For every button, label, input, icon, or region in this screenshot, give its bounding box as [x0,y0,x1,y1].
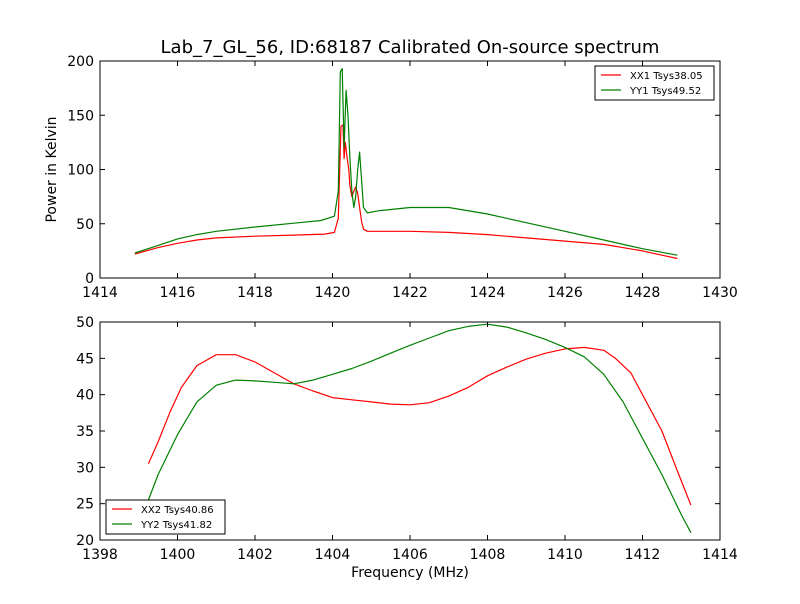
x-tick-label-2-1: 1400 [160,547,196,563]
x-tick-label-2-2: 1402 [237,547,273,563]
series-line-2-2 [147,323,692,533]
x-tick-label-1-1: 1416 [160,285,196,301]
x-tick-label-1-6: 1426 [547,285,583,301]
subplot-2: 1398 1400 1402 1404 1406 1408 1410 1412 1414 20 25… [76,315,738,581]
y-tick-label-2-5: 45 [76,351,94,367]
plots-container: 1414 1416 1418 1420 1422 1424 1426 1428 14300501… [44,54,738,581]
x-tick-label-1-7: 1428 [625,285,661,301]
x-tick-label-2-6: 1410 [547,547,583,563]
y-tick-label-2-1: 25 [76,497,94,513]
x-tick-label-2-3: 1404 [315,547,351,563]
y-tick-label-2-3: 35 [76,424,94,440]
x-tick-label-2-7: 1412 [625,547,661,563]
y-tick-label-2-6: 50 [76,315,94,331]
legend-label-1-2: YY1 Tsys49.52 [629,86,701,97]
legend-label-1-1: XX1 Tsys38.05 [630,71,703,82]
legend-label-2-1: XX2 Tsys40.86 [141,505,214,516]
y-tick-label-2-0: 20 [76,533,94,549]
y-tick-label-1-4: 200 [67,54,94,70]
legend-box-2 [105,499,226,535]
legend-1: XX1 Tsys38.05 YY1 Tsys49.52 [594,65,715,101]
x-tick-label-1-3: 1420 [315,285,351,301]
y-axis-label-1: Power in Kelvin [44,116,60,222]
x-tick-label-1-5: 1424 [470,285,506,301]
y-tick-label-1-1: 50 [76,217,94,233]
subplot-1: 1414 1416 1418 1420 1422 1424 1426 1428 1430 0 50 1… [44,54,738,301]
legend-2: XX2 Tsys40.86 YY2 Tsys41.82 [105,499,226,535]
x-tick-label-1-2: 1418 [237,285,273,301]
x-tick-label-1-8: 1430 [702,285,738,301]
legend-label-2-2: YY2 Tsys41.82 [140,520,212,531]
x-tick-label-1-0: 1414 [82,285,118,301]
x-tick-label-2-0: 1398 [82,547,118,563]
series-line-1-2 [134,67,678,256]
y-tick-label-2-2: 30 [76,460,94,476]
series-line-2-1 [147,346,692,506]
x-tick-label-1-4: 1422 [392,285,428,301]
x-axis-label-2: Frequency (MHz) [351,565,469,581]
y-tick-label-1-3: 150 [67,108,94,124]
y-tick-label-1-0: 0 [85,271,94,287]
y-tick-label-1-2: 100 [67,163,94,179]
legend-box-1 [594,65,715,101]
x-tick-label-2-5: 1408 [470,547,506,563]
x-tick-label-2-8: 1414 [702,547,738,563]
x-tick-label-2-4: 1406 [392,547,428,563]
y-tick-label-2-4: 40 [76,388,94,404]
series-line-1-1 [134,124,678,260]
figure-title: Lab_7_GL_56, ID:68187 Calibrated On-sour… [161,37,660,58]
